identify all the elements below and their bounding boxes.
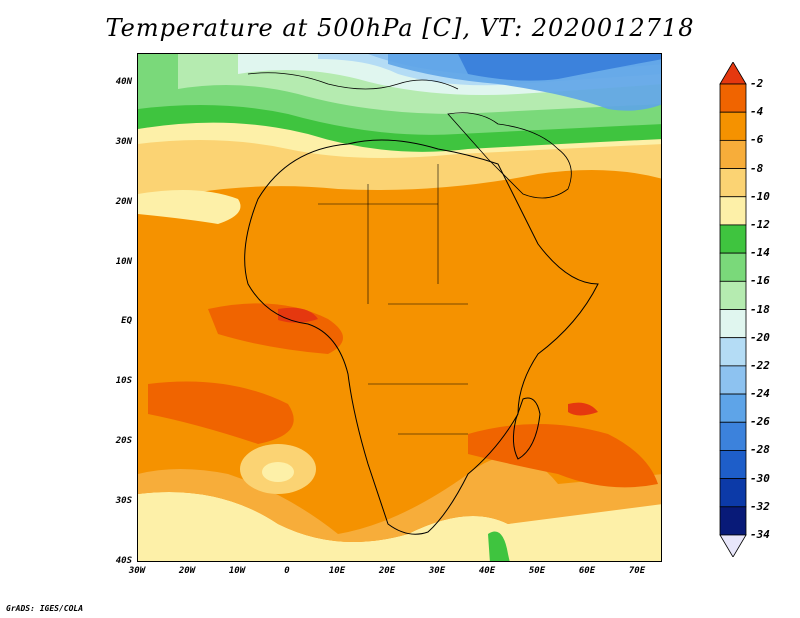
temperature-field [138, 54, 661, 561]
colorbar-level-label: -14 [750, 246, 770, 260]
colorbar-level-label: -24 [750, 387, 770, 401]
colorbar-level-label: -30 [750, 471, 770, 485]
colorbar-swatch [719, 365, 747, 395]
field-warm-madagascar [468, 424, 658, 488]
field-west-cooler [138, 190, 241, 224]
colorbar-level-label: -16 [750, 274, 770, 288]
colorbar-swatch [719, 421, 747, 451]
colorbar-level-label: -18 [750, 302, 770, 316]
lon-tick-label: 40E [478, 566, 496, 576]
lat-tick-label: 30N [115, 136, 132, 147]
colorbar-level-label: -32 [750, 499, 770, 513]
madagascar-coastline [512, 397, 541, 460]
colorbar-level-label: -34 [750, 528, 770, 541]
colorbar-swatch [719, 478, 747, 508]
colorbar-level-label: -12 [750, 217, 770, 231]
field-south-green [488, 531, 510, 561]
colorbar-level-label: -10 [750, 189, 770, 203]
colorbar-swatch [719, 139, 747, 169]
colorbar-swatch [719, 83, 747, 113]
lon-tick-label: 0 [284, 566, 290, 576]
field-south-mild [138, 456, 661, 542]
lat-tick-label: EQ [121, 316, 132, 327]
map-plot-area [137, 53, 662, 562]
lon-tick-label: 30E [428, 566, 446, 576]
colorbar-swatch [719, 252, 747, 282]
lon-tick-label: 20E [378, 566, 396, 576]
africa-coastline [244, 139, 599, 535]
colorbar [719, 62, 747, 557]
field-warmest [568, 402, 598, 416]
colorbar-swatch [719, 309, 747, 339]
colorbar-swatch [719, 224, 747, 254]
colorbar-level-label: -26 [750, 415, 770, 429]
colorbar-swatch [719, 62, 747, 85]
colorbar-level-label: -28 [750, 443, 770, 457]
lon-tick-label: 70E [628, 566, 646, 576]
credit-text: GrADS: IGES/COLA [6, 604, 84, 613]
lon-tick-label: 20W [178, 566, 196, 576]
lat-tick-label: 10N [115, 256, 132, 267]
lon-tick-label: 10W [228, 566, 246, 576]
colorbar-level-label: -6 [750, 133, 764, 147]
country-borders [318, 164, 468, 435]
colorbar-level-label: -20 [750, 330, 770, 344]
lon-tick-label: 30W [128, 566, 146, 576]
colorbar-swatch [719, 506, 747, 536]
colorbar-swatch [719, 337, 747, 367]
arabia-coastline [447, 112, 572, 199]
lon-tick-label: 50E [528, 566, 546, 576]
colorbar-swatch [719, 534, 747, 557]
lat-tick-label: 40S [115, 556, 132, 566]
colorbar-swatch [719, 168, 747, 198]
lon-tick-label: 10E [328, 566, 346, 576]
colorbar-swatch [719, 393, 747, 423]
colorbar-swatch [719, 111, 747, 141]
lon-tick-label: 60E [578, 566, 596, 576]
field-pocket-inner [262, 462, 294, 482]
mediterranean-coastline [247, 72, 459, 90]
field-warm-atlantic [148, 381, 294, 444]
lat-tick-label: 20N [115, 196, 132, 207]
lat-tick-label: 40N [115, 76, 132, 87]
colorbar-level-label: -8 [750, 161, 764, 175]
colorbar-swatch [719, 196, 747, 226]
lat-tick-label: 20S [115, 436, 132, 447]
colorbar-level-label: -2 [750, 77, 764, 90]
lat-tick-label: 30S [115, 496, 132, 507]
map-title: Temperature at 500hPa [C], VT: 202001271… [105, 14, 695, 42]
colorbar-level-label: -22 [750, 358, 770, 372]
colorbar-swatch [719, 280, 747, 310]
field-south-cool [138, 492, 661, 561]
lat-tick-label: 10S [115, 376, 132, 387]
colorbar-level-label: -4 [750, 105, 764, 119]
field-blue-dark [458, 54, 661, 81]
colorbar-swatch [719, 450, 747, 480]
